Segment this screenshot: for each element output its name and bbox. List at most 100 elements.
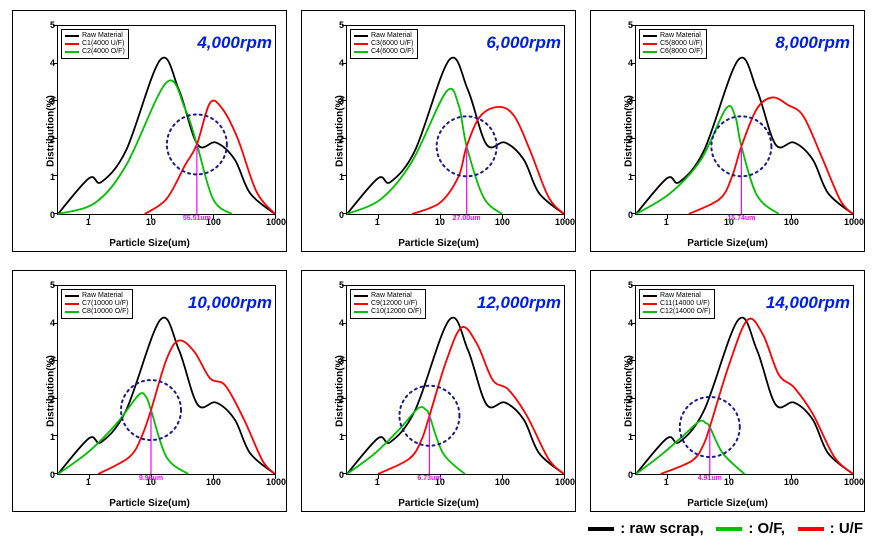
rpm-title: 6,000rpm	[486, 33, 561, 53]
series-line	[347, 58, 564, 214]
rpm-title: 10,000rpm	[188, 293, 272, 313]
x-axis-label: Particle Size(um)	[398, 238, 479, 249]
x-axis-label: Particle Size(um)	[109, 238, 190, 249]
y-ticks: 012345	[619, 25, 633, 215]
chart-panel: Distribution(%) Particle Size(um) 012345…	[12, 10, 287, 252]
panel-legend: Raw Material C5(8000 U/F) C6(8000 O/F)	[639, 29, 707, 59]
legend-label: C1(4000 U/F)	[82, 40, 124, 48]
legend-label: C2(4000 O/F)	[82, 48, 125, 56]
panel-legend: Raw Material C11(14000 U/F) C12(14000 O/…	[639, 289, 715, 319]
chart-panel: Distribution(%) Particle Size(um) 012345…	[590, 10, 865, 252]
chart-panel: Distribution(%) Particle Size(um) 012345…	[590, 270, 865, 512]
series-line	[636, 106, 779, 214]
y-ticks: 012345	[41, 25, 55, 215]
series-line	[58, 58, 275, 214]
y-tick-label: 0	[339, 470, 344, 480]
x-axis-label: Particle Size(um)	[398, 498, 479, 509]
y-tick-label: 0	[50, 210, 55, 220]
x-tick-label: 1000	[555, 217, 575, 227]
panel-legend: Raw Material C1(4000 U/F) C2(4000 O/F)	[61, 29, 129, 59]
x-axis-label: Particle Size(um)	[109, 498, 190, 509]
x-tick-label: 1000	[844, 217, 864, 227]
rpm-title: 12,000rpm	[477, 293, 561, 313]
x-ticks: 1101001000	[635, 477, 854, 491]
footer-label-raw: : raw scrap,	[620, 520, 703, 537]
series-line	[347, 89, 502, 214]
legend-label: C12(14000 O/F)	[660, 308, 711, 316]
y-tick-label: 2	[50, 394, 55, 404]
legend-label: C10(12000 O/F)	[371, 308, 422, 316]
y-tick-label: 1	[339, 172, 344, 182]
rpm-title: 8,000rpm	[775, 33, 850, 53]
y-ticks: 012345	[619, 285, 633, 475]
marker-label: 9.96um	[139, 475, 163, 482]
y-tick-label: 0	[628, 210, 633, 220]
series-line	[412, 107, 564, 214]
legend-label: C6(8000 O/F)	[660, 48, 703, 56]
legend-label: C8(10000 O/F)	[82, 308, 129, 316]
chart-grid: Distribution(%) Particle Size(um) 012345…	[0, 0, 877, 516]
y-tick-label: 0	[339, 210, 344, 220]
legend-label: Raw Material	[371, 292, 412, 300]
legend-label: C3(6000 U/F)	[371, 40, 413, 48]
y-ticks: 012345	[330, 25, 344, 215]
y-tick-label: 1	[50, 432, 55, 442]
footer-swatch-of	[716, 527, 742, 531]
footer-swatch-uf	[798, 527, 824, 531]
chart-panel: Distribution(%) Particle Size(um) 012345…	[301, 10, 576, 252]
legend-label: Raw Material	[82, 292, 123, 300]
legend-label: Raw Material	[371, 32, 412, 40]
y-tick-label: 0	[50, 470, 55, 480]
footer-legend: : raw scrap, : O/F, : U/F	[0, 516, 877, 545]
panel-legend: Raw Material C7(10000 U/F) C8(10000 O/F)	[61, 289, 133, 319]
marker-label: 15.74um	[727, 215, 755, 222]
y-tick-label: 2	[339, 394, 344, 404]
y-tick-label: 2	[50, 134, 55, 144]
x-ticks: 1101001000	[57, 477, 276, 491]
legend-label: C5(8000 U/F)	[660, 40, 702, 48]
rpm-title: 4,000rpm	[197, 33, 272, 53]
marker-label: 55.51um	[183, 215, 211, 222]
legend-label: Raw Material	[660, 32, 701, 40]
y-tick-label: 2	[628, 394, 633, 404]
marker-label: 27.00um	[453, 215, 481, 222]
y-ticks: 012345	[41, 285, 55, 475]
series-line	[347, 407, 465, 474]
x-axis-label: Particle Size(um)	[687, 238, 768, 249]
x-tick-label: 1000	[844, 477, 864, 487]
panel-legend: Raw Material C9(12000 U/F) C10(12000 O/F…	[350, 289, 426, 319]
x-ticks: 1101001000	[346, 477, 565, 491]
marker-label: 6.73um	[417, 475, 441, 482]
series-line	[145, 101, 275, 214]
y-tick-label: 2	[628, 134, 633, 144]
legend-label: C7(10000 U/F)	[82, 300, 128, 308]
series-line	[661, 319, 853, 474]
legend-label: C9(12000 U/F)	[371, 300, 417, 308]
y-tick-label: 1	[339, 432, 344, 442]
legend-label: Raw Material	[82, 32, 123, 40]
footer-label-of: : O/F,	[748, 520, 785, 537]
x-tick-label: 1000	[266, 477, 286, 487]
x-ticks: 1101001000	[57, 217, 276, 231]
panel-legend: Raw Material C3(6000 U/F) C4(6000 O/F)	[350, 29, 418, 59]
x-tick-label: 1000	[266, 217, 286, 227]
y-ticks: 012345	[330, 285, 344, 475]
legend-label: Raw Material	[660, 292, 701, 300]
legend-label: C11(14000 U/F)	[660, 300, 710, 308]
series-line	[636, 318, 853, 474]
y-tick-label: 1	[628, 432, 633, 442]
marker-label: 4.91um	[698, 475, 722, 482]
series-line	[347, 318, 564, 474]
series-line	[378, 327, 564, 474]
series-line	[98, 340, 275, 474]
x-axis-label: Particle Size(um)	[687, 498, 768, 509]
footer-swatch-raw	[588, 527, 614, 531]
y-tick-label: 1	[50, 172, 55, 182]
footer-label-uf: : U/F	[830, 520, 863, 537]
y-tick-label: 2	[339, 134, 344, 144]
series-line	[636, 421, 745, 474]
chart-panel: Distribution(%) Particle Size(um) 012345…	[301, 270, 576, 512]
chart-panel: Distribution(%) Particle Size(um) 012345…	[12, 270, 287, 512]
y-tick-label: 0	[628, 470, 633, 480]
y-tick-label: 1	[628, 172, 633, 182]
